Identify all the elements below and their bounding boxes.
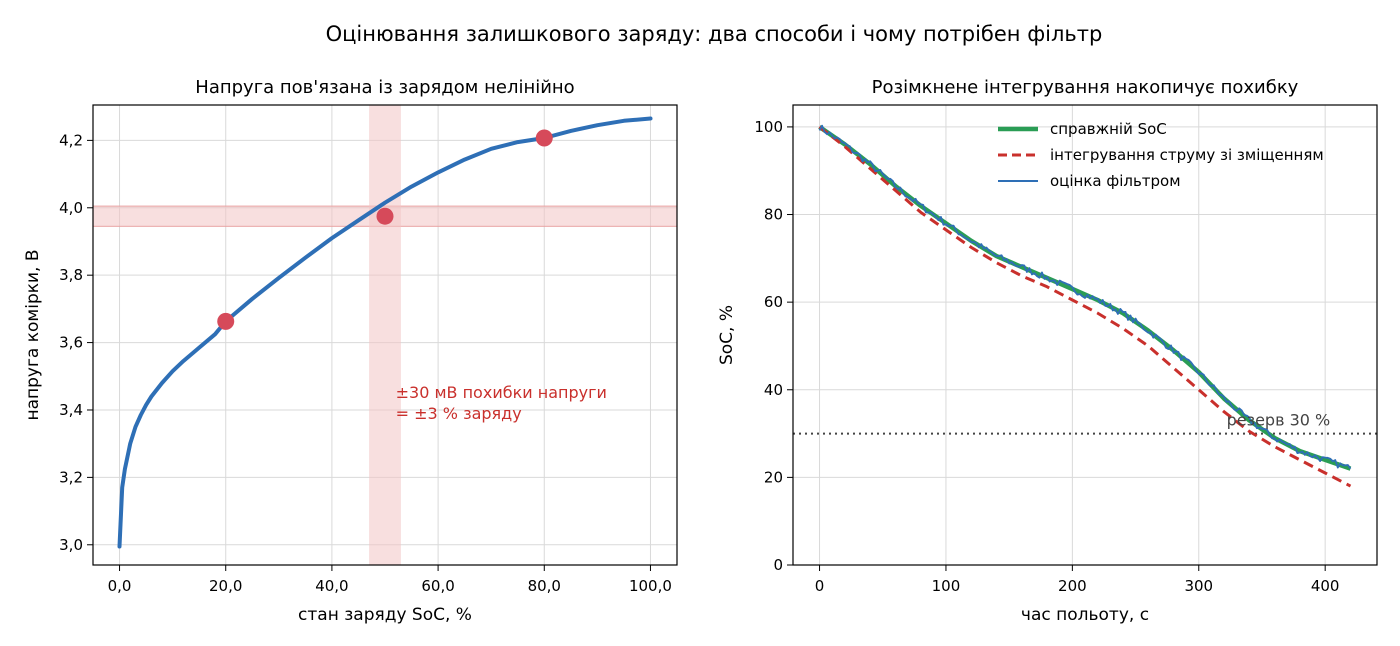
legend-label-integration: інтегрування струму зі зміщенням — [1050, 146, 1324, 164]
left-x-tick-label: 80,0 — [528, 577, 561, 595]
right-x-axis-label: час польоту, с — [1021, 605, 1149, 625]
annotation-line-1: ±30 мВ похибки напруги — [396, 383, 607, 402]
left-y-tick-label: 3,2 — [59, 468, 83, 486]
right-x-tick-label: 100 — [932, 577, 961, 595]
left-axes-frame — [92, 104, 678, 566]
right-y-tick-label: 40 — [764, 381, 783, 399]
right-axis-ticks: 0 100 200 300 400 0 20 40 60 80 100 — [754, 118, 1339, 595]
legend-label-filter: оцінка фільтром — [1050, 172, 1181, 190]
right-axes-frame — [792, 104, 1378, 566]
right-y-tick-label: 100 — [754, 118, 783, 136]
right-panel-title: Розімкнене інтегрування накопичує похибк… — [872, 77, 1299, 98]
left-x-tick-label: 60,0 — [421, 577, 454, 595]
right-y-tick-label: 60 — [764, 293, 783, 311]
soc-error-band — [369, 105, 401, 565]
left-y-tick-label: 3,4 — [59, 401, 83, 419]
right-y-tick-label: 0 — [773, 556, 783, 574]
right-grid — [793, 105, 1377, 566]
left-x-tick-label: 100,0 — [629, 577, 672, 595]
left-x-tick-label: 20,0 — [209, 577, 242, 595]
legend: справжній SoC інтегрування струму зі змі… — [998, 120, 1324, 190]
right-y-tick-label: 20 — [764, 468, 783, 486]
soc-marker-point — [535, 129, 553, 147]
left-y-tick-label: 3,6 — [59, 334, 83, 352]
legend-label-true-soc: справжній SoC — [1050, 120, 1167, 138]
left-panel: Напруга пов'язана із зарядом нелінійно 0… — [23, 77, 678, 625]
right-x-tick-label: 400 — [1311, 577, 1340, 595]
right-plot-area — [793, 124, 1377, 488]
integration-line — [818, 125, 1352, 488]
right-x-tick-label: 0 — [815, 577, 825, 595]
ocv-curve-line — [117, 116, 653, 549]
right-panel: Розімкнене інтегрування накопичує похибк… — [717, 77, 1378, 625]
left-y-axis-label: напруга комірки, В — [23, 249, 43, 420]
left-plot-area — [117, 116, 653, 549]
left-error-bands — [92, 105, 678, 565]
reserve-label: резерв 30 % — [1227, 411, 1331, 430]
left-y-tick-label: 4,2 — [59, 131, 83, 149]
left-x-tick-label: 0,0 — [108, 577, 132, 595]
left-y-tick-label: 4,0 — [59, 199, 83, 217]
right-x-tick-label: 300 — [1184, 577, 1213, 595]
left-x-axis-label: стан заряду SoC, % — [298, 605, 472, 625]
soc-marker-point — [376, 207, 394, 225]
left-y-tick-label: 3,0 — [59, 536, 83, 554]
left-panel-title: Напруга пов'язана із зарядом нелінійно — [195, 77, 574, 98]
annotation-line-2: = ±3 % заряду — [396, 404, 522, 423]
left-x-tick-label: 40,0 — [315, 577, 348, 595]
left-y-tick-label: 3,8 — [59, 266, 83, 284]
right-x-tick-label: 200 — [1058, 577, 1087, 595]
soc-marker-point — [217, 312, 235, 330]
figure-suptitle: Оцінювання залишкового заряду: два спосо… — [326, 22, 1103, 46]
right-y-axis-label: SoC, % — [717, 305, 737, 365]
right-y-tick-label: 80 — [764, 206, 783, 224]
left-axis-ticks: 0,0 20,0 40,0 60,0 80,0 100,0 3,0 3,2 3,4 3,6 3,8 4… — [59, 131, 672, 595]
filter-estimate-line — [818, 124, 1352, 470]
